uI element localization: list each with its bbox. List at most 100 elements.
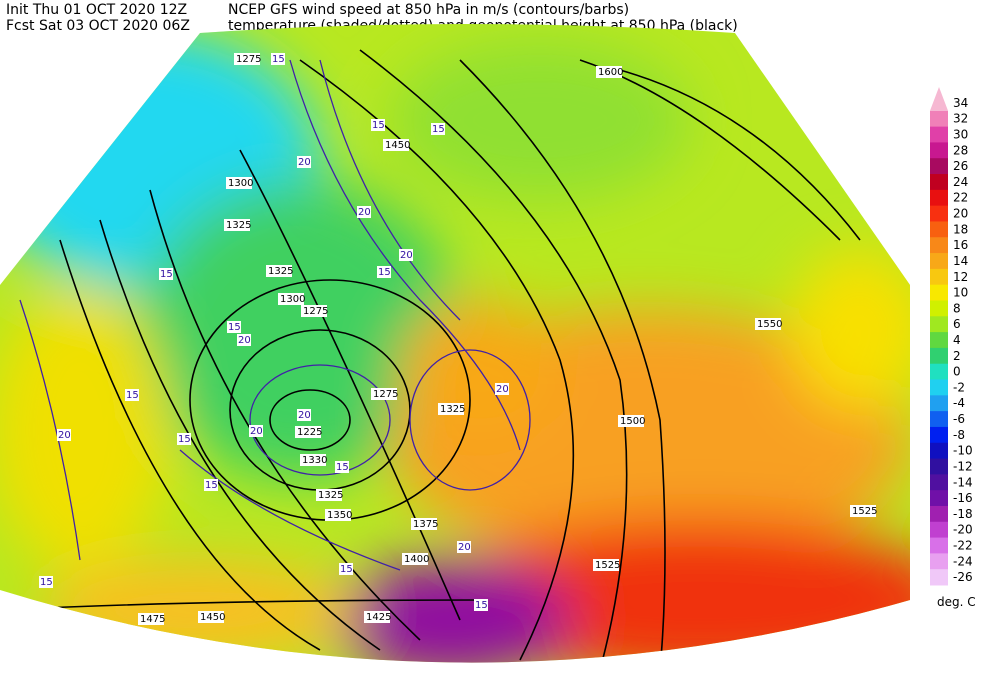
colorbar-label: 16 (953, 238, 968, 252)
colorbar-label: 18 (953, 222, 968, 236)
colorbar-swatch (930, 332, 948, 349)
colorbar-swatch (930, 458, 948, 475)
colorbar-label: -16 (953, 491, 973, 505)
height-label: 1275 (303, 306, 328, 317)
label-box (159, 268, 173, 280)
label-box (411, 518, 437, 530)
colorbar-swatch (930, 158, 948, 175)
colorbar-label: -12 (953, 459, 973, 473)
map-area (0, 24, 910, 663)
height-label: 1330 (302, 455, 327, 466)
wind-label: 15 (40, 577, 53, 588)
label-box (138, 613, 164, 625)
colorbar-label: 6 (953, 317, 961, 331)
label-box (339, 563, 353, 575)
label-box (300, 454, 326, 466)
height-label: 1325 (440, 404, 465, 415)
label-box (377, 266, 391, 278)
wind-label: 15 (432, 124, 445, 135)
height-label: 1525 (595, 560, 620, 571)
label-box (402, 553, 428, 565)
label-box (618, 415, 644, 427)
colorbar-label: 30 (953, 128, 968, 142)
label-box (850, 505, 876, 517)
height-label: 1600 (598, 67, 623, 78)
colorbar-label: -26 (953, 570, 973, 584)
colorbar-swatch (930, 316, 948, 333)
label-box (226, 177, 252, 189)
colorbar-unit: deg. C (937, 595, 976, 609)
colorbar-swatch (930, 426, 948, 444)
colorbar-swatch (930, 347, 948, 365)
colorbar-swatch (930, 126, 948, 143)
wind-label: 20 (458, 542, 471, 553)
colorbar-swatch (930, 395, 948, 412)
label-box (371, 388, 397, 400)
colorbar-label: 14 (953, 254, 968, 268)
colorbar-swatch (930, 363, 948, 381)
label-box (204, 479, 218, 491)
map-labels: 1275145013001325132513001275127512251325… (39, 53, 877, 625)
height-label: 1350 (327, 510, 352, 521)
label-box (297, 409, 311, 421)
colorbar-label: 12 (953, 270, 968, 284)
label-box (399, 249, 413, 261)
wind-label: 15 (372, 120, 385, 131)
height-label: 1550 (757, 319, 782, 330)
wind-label: 20 (496, 384, 509, 395)
wind-label: 15 (205, 480, 218, 491)
colorbar-swatch (930, 284, 948, 301)
wind-label: 15 (178, 434, 191, 445)
label-box (297, 156, 311, 168)
colorbar: 3432302826242220181614121086420-2-4-6-8-… (930, 87, 973, 586)
colorbar-label: -14 (953, 475, 973, 489)
colorbar-label: 34 (953, 96, 968, 110)
wind-label: 15 (126, 390, 139, 401)
label-box (295, 426, 321, 438)
colorbar-swatch (930, 569, 948, 586)
colorbar-arrow (930, 87, 948, 111)
colorbar-label: 24 (953, 175, 968, 189)
title-line1: NCEP GFS wind speed at 850 hPa in m/s (c… (228, 2, 629, 18)
label-box (57, 429, 71, 441)
height-label: 1450 (385, 140, 410, 151)
colorbar-swatch (930, 237, 948, 254)
height-label: 1325 (226, 220, 251, 231)
colorbar-label: -8 (953, 428, 965, 442)
label-box (431, 123, 445, 135)
label-box (474, 599, 488, 611)
colorbar-label: -6 (953, 412, 965, 426)
wind-label: 20 (358, 207, 371, 218)
label-box (177, 433, 191, 445)
colorbar-swatch (930, 253, 948, 270)
colorbar-label: 26 (953, 159, 968, 173)
label-box (457, 541, 471, 553)
height-label: 1275 (236, 54, 261, 65)
height-label: 1400 (404, 554, 429, 565)
label-box (316, 489, 342, 501)
height-label: 1300 (280, 294, 305, 305)
height-label: 1275 (373, 389, 398, 400)
colorbar-label: -24 (953, 554, 973, 568)
height-label: 1300 (228, 178, 253, 189)
wind-label: 20 (400, 250, 413, 261)
label-box (39, 576, 53, 588)
wind-label: 15 (475, 600, 488, 611)
colorbar-label: -2 (953, 380, 965, 394)
wind-contours (19, 59, 531, 571)
height-label: 1375 (413, 519, 438, 530)
label-box (364, 611, 390, 623)
height-label: 1325 (268, 266, 293, 277)
temperature-shading (0, 30, 910, 663)
colorbar-swatch (930, 537, 948, 554)
colorbar-label: 28 (953, 143, 968, 157)
label-box (495, 383, 509, 395)
colorbar-swatch (930, 379, 948, 396)
colorbar-swatch (930, 442, 948, 460)
colorbar-swatch (930, 221, 948, 238)
height-label: 1450 (200, 612, 225, 623)
label-box (234, 53, 260, 65)
forecast-time: Fcst Sat 03 OCT 2020 06Z (6, 18, 190, 34)
label-box (383, 139, 409, 151)
